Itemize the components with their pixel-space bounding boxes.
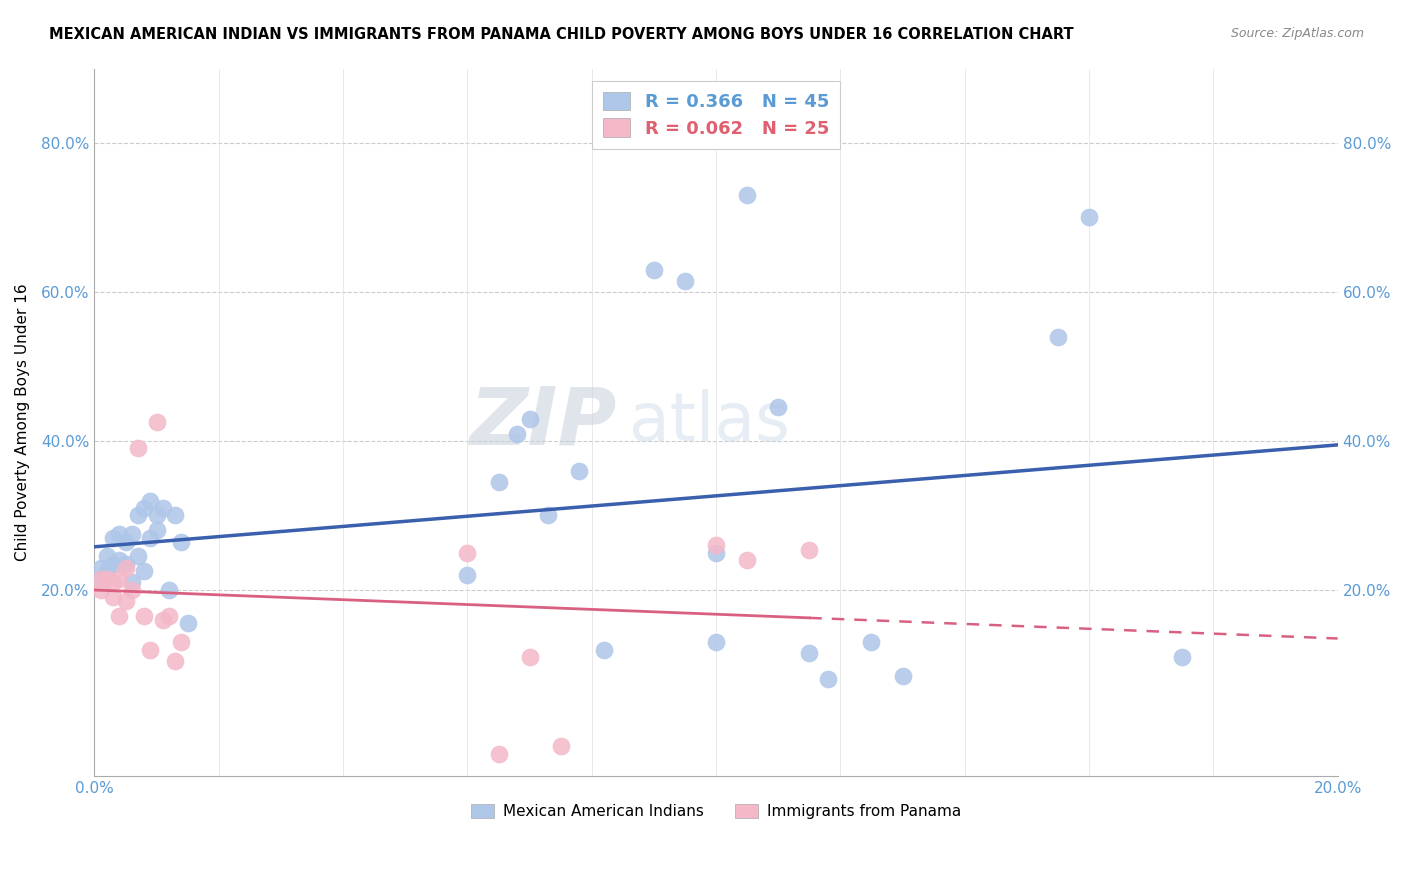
Point <box>121 582 143 597</box>
Point <box>108 609 131 624</box>
Point <box>90 572 112 586</box>
Point <box>891 668 914 682</box>
Point <box>456 546 478 560</box>
Point <box>121 527 143 541</box>
Point <box>139 493 162 508</box>
Point <box>152 501 174 516</box>
Point <box>735 553 758 567</box>
Point <box>643 262 665 277</box>
Point <box>488 747 510 761</box>
Point <box>139 531 162 545</box>
Point <box>96 549 118 564</box>
Point <box>568 464 591 478</box>
Point <box>152 613 174 627</box>
Text: ZIP: ZIP <box>470 384 617 461</box>
Point <box>519 650 541 665</box>
Point <box>121 575 143 590</box>
Point <box>170 635 193 649</box>
Point <box>170 534 193 549</box>
Point <box>134 501 156 516</box>
Point <box>96 564 118 578</box>
Point <box>704 546 727 560</box>
Point <box>165 508 187 523</box>
Point <box>673 274 696 288</box>
Point <box>488 475 510 489</box>
Point <box>108 527 131 541</box>
Point <box>145 415 167 429</box>
Point <box>519 411 541 425</box>
Point <box>593 642 616 657</box>
Text: Source: ZipAtlas.com: Source: ZipAtlas.com <box>1230 27 1364 40</box>
Point <box>90 572 112 586</box>
Point <box>145 524 167 538</box>
Point <box>799 543 821 558</box>
Point <box>101 531 124 545</box>
Point <box>114 560 136 574</box>
Point <box>114 594 136 608</box>
Text: MEXICAN AMERICAN INDIAN VS IMMIGRANTS FROM PANAMA CHILD POVERTY AMONG BOYS UNDER: MEXICAN AMERICAN INDIAN VS IMMIGRANTS FR… <box>49 27 1074 42</box>
Point <box>145 508 167 523</box>
Point <box>96 572 118 586</box>
Point <box>90 582 112 597</box>
Point <box>766 401 789 415</box>
Text: atlas: atlas <box>628 389 790 455</box>
Point <box>537 508 560 523</box>
Point <box>177 616 200 631</box>
Point <box>506 426 529 441</box>
Point <box>90 560 112 574</box>
Point <box>165 654 187 668</box>
Point <box>127 508 149 523</box>
Point <box>114 534 136 549</box>
Point <box>550 739 572 754</box>
Point <box>101 591 124 605</box>
Point <box>860 635 883 649</box>
Point <box>134 609 156 624</box>
Point <box>799 646 821 660</box>
Point <box>114 557 136 571</box>
Point <box>157 609 180 624</box>
Point <box>108 553 131 567</box>
Point <box>704 635 727 649</box>
Point <box>735 188 758 202</box>
Point <box>134 564 156 578</box>
Point <box>1171 650 1194 665</box>
Point <box>1078 211 1101 225</box>
Y-axis label: Child Poverty Among Boys Under 16: Child Poverty Among Boys Under 16 <box>15 284 30 561</box>
Point <box>127 549 149 564</box>
Point <box>139 642 162 657</box>
Point <box>101 575 124 590</box>
Point <box>704 538 727 552</box>
Point <box>1046 329 1069 343</box>
Point <box>127 442 149 456</box>
Point <box>817 673 839 687</box>
Point <box>157 582 180 597</box>
Point <box>108 572 131 586</box>
Point <box>456 568 478 582</box>
Legend: Mexican American Indians, Immigrants from Panama: Mexican American Indians, Immigrants fro… <box>465 797 967 825</box>
Point <box>101 557 124 571</box>
